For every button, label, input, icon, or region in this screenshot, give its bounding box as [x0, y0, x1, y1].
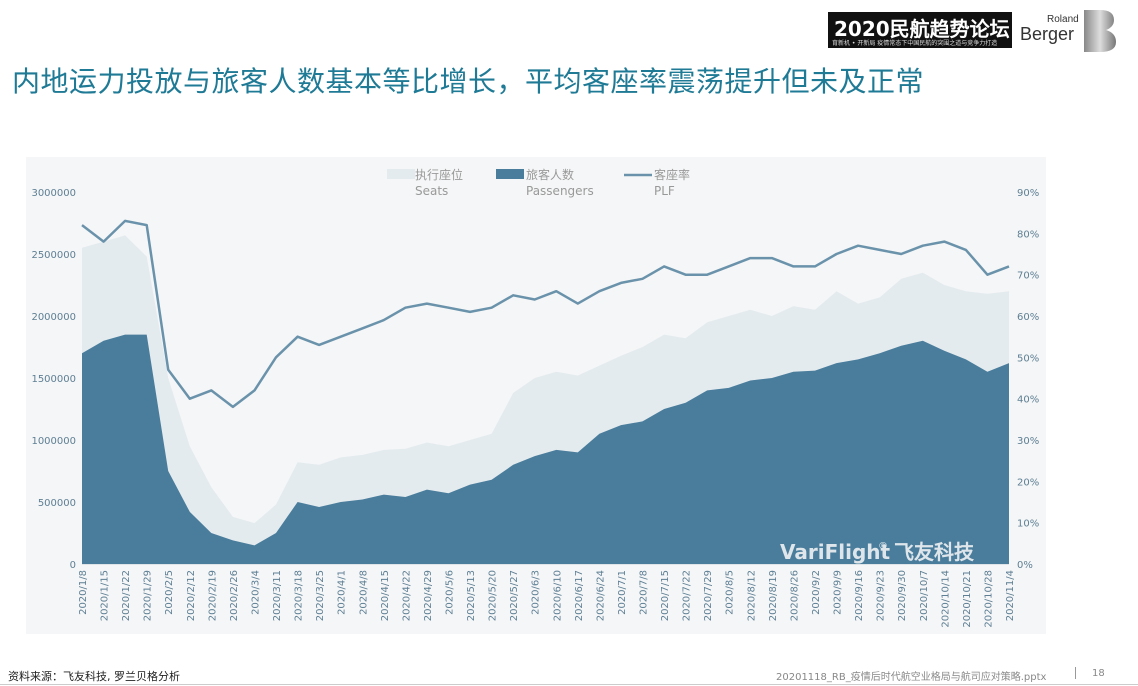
legend-seats-swatch	[387, 169, 415, 179]
x-tick-label: 2020/10/7	[919, 570, 930, 621]
forum-logo-title: 2020民航趋势论坛	[834, 17, 1010, 41]
file-name: 20201118_RB_疫情后时代航空业格局与航司应对策略.pptx	[776, 672, 1047, 683]
seats-passengers-plf-chart: 0 500000 1000000 1500000 2000000 2500000 30000…	[31, 167, 1039, 628]
page-title: 内地运力投放与旅客人数基本等比增长，平均客座率震荡提升但未及正常	[12, 65, 925, 98]
x-tick-label: 2020/7/29	[703, 570, 714, 621]
chart-panel: 0 500000 1000000 1500000 2000000 2500000 30000…	[26, 157, 1046, 634]
y-left-tick-label: 1500000	[31, 374, 76, 385]
x-tick-label: 2020/1/15	[100, 570, 111, 621]
x-tick-label: 2020/6/17	[574, 570, 585, 621]
y-right-tick-label: 50%	[1017, 353, 1039, 364]
y-right-tick-label: 40%	[1017, 395, 1039, 406]
x-tick-label: 2020/4/1	[337, 570, 348, 615]
y-right-tick-label: 60%	[1017, 312, 1039, 323]
y-left-tick-label: 500000	[38, 498, 76, 509]
brand-roland: Roland	[1047, 14, 1079, 25]
roland-berger-logo-icon	[1084, 10, 1116, 52]
x-tick-label: 2020/7/22	[682, 570, 693, 621]
legend-passengers-en: Passengers	[526, 184, 594, 198]
x-tick-label: 2020/2/26	[229, 570, 240, 621]
y-right-tick-label: 10%	[1017, 519, 1039, 530]
x-tick-label: 2020/10/21	[962, 570, 973, 628]
y-left-tick-label: 2000000	[31, 312, 76, 323]
brand-berger: Berger	[1020, 24, 1075, 44]
x-tick-label: 2020/6/3	[531, 570, 542, 615]
x-tick-label: 2020/1/8	[78, 570, 89, 615]
y-left-tick-label: 1000000	[31, 436, 76, 447]
x-tick-label: 2020/4/22	[401, 570, 412, 621]
variflight-watermark: VariFlight ® 飞友科技	[780, 540, 975, 564]
x-tick-label: 2020/3/4	[250, 570, 261, 615]
x-tick-label: 2020/4/8	[358, 570, 369, 615]
forum-logo-subtitle: 育新机 • 开新局 疫情常态下中国民航的突围之道与竞争力打造	[832, 40, 998, 47]
legend-seats-en: Seats	[415, 184, 448, 198]
x-tick-label: 2020/5/27	[509, 570, 520, 621]
watermark-cn: 飞友科技	[894, 540, 975, 564]
x-tick-label: 2020/2/12	[186, 570, 197, 621]
x-tick-label: 2020/5/20	[488, 570, 499, 621]
legend-passengers-cn: 旅客人数	[526, 167, 574, 182]
forum-logo: 2020民航趋势论坛 育新机 • 开新局 疫情常态下中国民航的突围之道与竞争力打…	[828, 12, 1012, 48]
series-plf-line	[81, 219, 1010, 409]
y-left-tick-label: 2500000	[31, 250, 76, 261]
x-tick-label: 2020/5/6	[444, 570, 455, 615]
x-tick-label: 2020/9/16	[854, 570, 865, 621]
x-tick-label: 2020/3/18	[294, 570, 305, 621]
x-tick-label: 2020/5/13	[466, 570, 477, 621]
legend-seats-cn: 执行座位	[415, 167, 463, 182]
x-tick-label: 2020/9/30	[897, 570, 908, 621]
x-tick-label: 2020/3/25	[315, 570, 326, 621]
footer-divider	[1075, 667, 1076, 679]
watermark-brand: VariFlight	[780, 540, 891, 564]
x-tick-label: 2020/11/4	[1005, 570, 1016, 621]
series-passengers-area	[82, 334, 1009, 564]
y-right-tick-label: 30%	[1017, 436, 1039, 447]
y-left-tick-label: 0	[70, 560, 76, 571]
x-tick-label: 2020/8/12	[746, 570, 757, 621]
x-tick-label: 2020/9/9	[833, 570, 844, 615]
x-tick-label: 2020/9/2	[811, 570, 822, 615]
x-tick-label: 2020/8/5	[725, 570, 736, 615]
x-tick-label: 2020/7/8	[639, 570, 650, 615]
x-tick-label: 2020/7/1	[617, 570, 628, 615]
x-tick-label: 2020/2/5	[164, 570, 175, 615]
watermark-reg: ®	[878, 541, 888, 552]
footer-rule	[0, 684, 1138, 685]
y-right-tick-label: 0%	[1017, 560, 1033, 571]
y-right-tick-label: 20%	[1017, 477, 1039, 488]
legend-plf-en: PLF	[654, 184, 675, 198]
x-tick-label: 2020/6/24	[595, 570, 606, 621]
x-tick-label: 2020/2/19	[207, 570, 218, 621]
x-tick-label: 2020/10/28	[983, 570, 994, 628]
x-tick-label: 2020/1/22	[121, 570, 132, 621]
page-number: 18	[1092, 668, 1105, 679]
legend-plf-cn: 客座率	[654, 167, 690, 182]
x-tick-label: 2020/3/11	[272, 570, 283, 621]
x-tick-label: 2020/7/15	[660, 570, 671, 621]
source-note: 资料来源：飞友科技, 罗兰贝格分析	[8, 670, 180, 683]
y-right-tick-label: 90%	[1017, 188, 1039, 199]
y-right-tick-label: 80%	[1017, 229, 1039, 240]
x-tick-label: 2020/4/29	[423, 570, 434, 621]
y-right-tick-label: 70%	[1017, 271, 1039, 282]
legend-passengers-swatch	[496, 169, 524, 179]
y-left-tick-label: 3000000	[31, 188, 76, 199]
x-tick-label: 2020/8/26	[789, 570, 800, 621]
x-tick-label: 2020/4/15	[380, 570, 391, 621]
x-tick-label: 2020/9/23	[876, 570, 887, 621]
x-tick-label: 2020/10/14	[940, 570, 951, 628]
x-tick-label: 2020/1/29	[143, 570, 154, 621]
x-tick-label: 2020/8/19	[768, 570, 779, 621]
x-tick-label: 2020/6/10	[552, 570, 563, 621]
